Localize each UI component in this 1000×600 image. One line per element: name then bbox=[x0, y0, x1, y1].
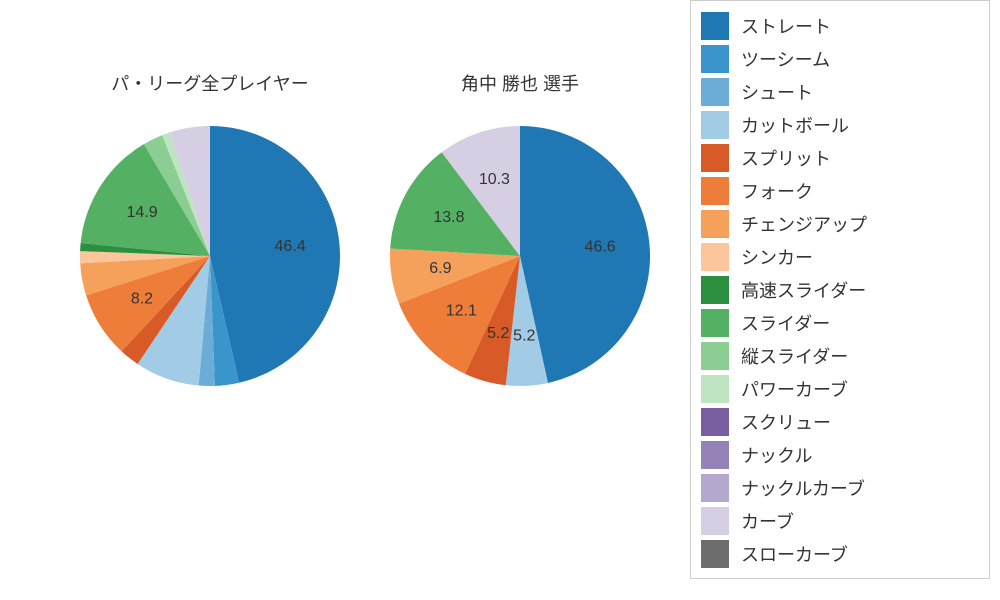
legend-item-fork: フォーク bbox=[701, 174, 979, 207]
legend-item-knucklecurve: ナックルカーブ bbox=[701, 471, 979, 504]
legend-swatch bbox=[701, 540, 729, 568]
pie-title: パ・リーグ全プレイヤー bbox=[60, 70, 360, 96]
legend-swatch bbox=[701, 144, 729, 172]
chart-area: パ・リーグ全プレイヤー 46.4 8.2 14.9 角中 勝也 選手 46.6 5.25.2… bbox=[0, 0, 680, 600]
legend-item-curve: カーブ bbox=[701, 504, 979, 537]
legend-label: シュート bbox=[741, 79, 813, 105]
legend-label: フォーク bbox=[741, 178, 813, 204]
legend-swatch bbox=[701, 12, 729, 40]
legend-label: ツーシーム bbox=[741, 46, 830, 72]
legend-swatch bbox=[701, 111, 729, 139]
slice-label: 10.3 bbox=[479, 171, 510, 188]
legend-label: カーブ bbox=[741, 508, 794, 534]
slice-label: 12.1 bbox=[446, 302, 477, 319]
legend-swatch bbox=[701, 441, 729, 469]
legend-item-sinker: シンカー bbox=[701, 240, 979, 273]
slice-label: 8.2 bbox=[131, 290, 153, 307]
legend-label: ナックルカーブ bbox=[741, 475, 865, 501]
legend-label: スローカーブ bbox=[741, 541, 848, 567]
slice-label: 5.2 bbox=[487, 325, 509, 342]
legend-swatch bbox=[701, 474, 729, 502]
legend-label: スクリュー bbox=[741, 409, 831, 435]
legend-swatch bbox=[701, 177, 729, 205]
legend-item-twoseam: ツーシーム bbox=[701, 42, 979, 75]
slice-label: 5.2 bbox=[513, 328, 535, 345]
legend-label: 高速スライダー bbox=[741, 277, 866, 303]
legend-item-slider: スライダー bbox=[701, 306, 979, 339]
legend-label: パワーカーブ bbox=[741, 376, 848, 402]
legend-label: スプリット bbox=[741, 145, 831, 171]
slice-label: 46.6 bbox=[585, 239, 616, 256]
legend-item-slowcurve: スローカーブ bbox=[701, 537, 979, 570]
legend-item-knuckle: ナックル bbox=[701, 438, 979, 471]
slice-label: 13.8 bbox=[433, 209, 464, 226]
legend-swatch bbox=[701, 309, 729, 337]
pie-block-1: 角中 勝也 選手 46.6 5.25.2 12.1 6.9 13.8 10.3 bbox=[370, 70, 670, 406]
pie-svg: 46.6 5.25.2 12.1 6.9 13.8 10.3 bbox=[370, 106, 670, 406]
legend-item-powercurve: パワーカーブ bbox=[701, 372, 979, 405]
pie-title: 角中 勝也 選手 bbox=[370, 70, 670, 96]
pie-block-0: パ・リーグ全プレイヤー 46.4 8.2 14.9 bbox=[60, 70, 360, 406]
slice-label: 6.9 bbox=[429, 260, 451, 277]
legend-label: チェンジアップ bbox=[741, 211, 867, 237]
legend-label: ナックル bbox=[741, 442, 812, 468]
legend-item-changeup: チェンジアップ bbox=[701, 207, 979, 240]
legend-label: スライダー bbox=[741, 310, 830, 336]
legend-swatch bbox=[701, 243, 729, 271]
slice-label: 14.9 bbox=[127, 204, 158, 221]
legend-swatch bbox=[701, 507, 729, 535]
legend-label: シンカー bbox=[741, 244, 813, 270]
legend-swatch bbox=[701, 342, 729, 370]
legend-item-straight: ストレート bbox=[701, 9, 979, 42]
legend: ストレートツーシームシュートカットボールスプリットフォークチェンジアップシンカー… bbox=[690, 0, 990, 579]
legend-item-fastslider: 高速スライダー bbox=[701, 273, 979, 306]
legend-swatch bbox=[701, 210, 729, 238]
legend-swatch bbox=[701, 408, 729, 436]
legend-item-shoot: シュート bbox=[701, 75, 979, 108]
legend-item-screw: スクリュー bbox=[701, 405, 979, 438]
legend-item-split: スプリット bbox=[701, 141, 979, 174]
legend-item-cutball: カットボール bbox=[701, 108, 979, 141]
legend-label: 縦スライダー bbox=[741, 343, 848, 369]
legend-swatch bbox=[701, 45, 729, 73]
legend-label: カットボール bbox=[741, 112, 849, 138]
pie-svg: 46.4 8.2 14.9 bbox=[60, 106, 360, 406]
legend-label: ストレート bbox=[741, 13, 831, 39]
legend-swatch bbox=[701, 276, 729, 304]
slice-label: 46.4 bbox=[275, 238, 306, 255]
legend-swatch bbox=[701, 78, 729, 106]
legend-item-vslider: 縦スライダー bbox=[701, 339, 979, 372]
legend-swatch bbox=[701, 375, 729, 403]
